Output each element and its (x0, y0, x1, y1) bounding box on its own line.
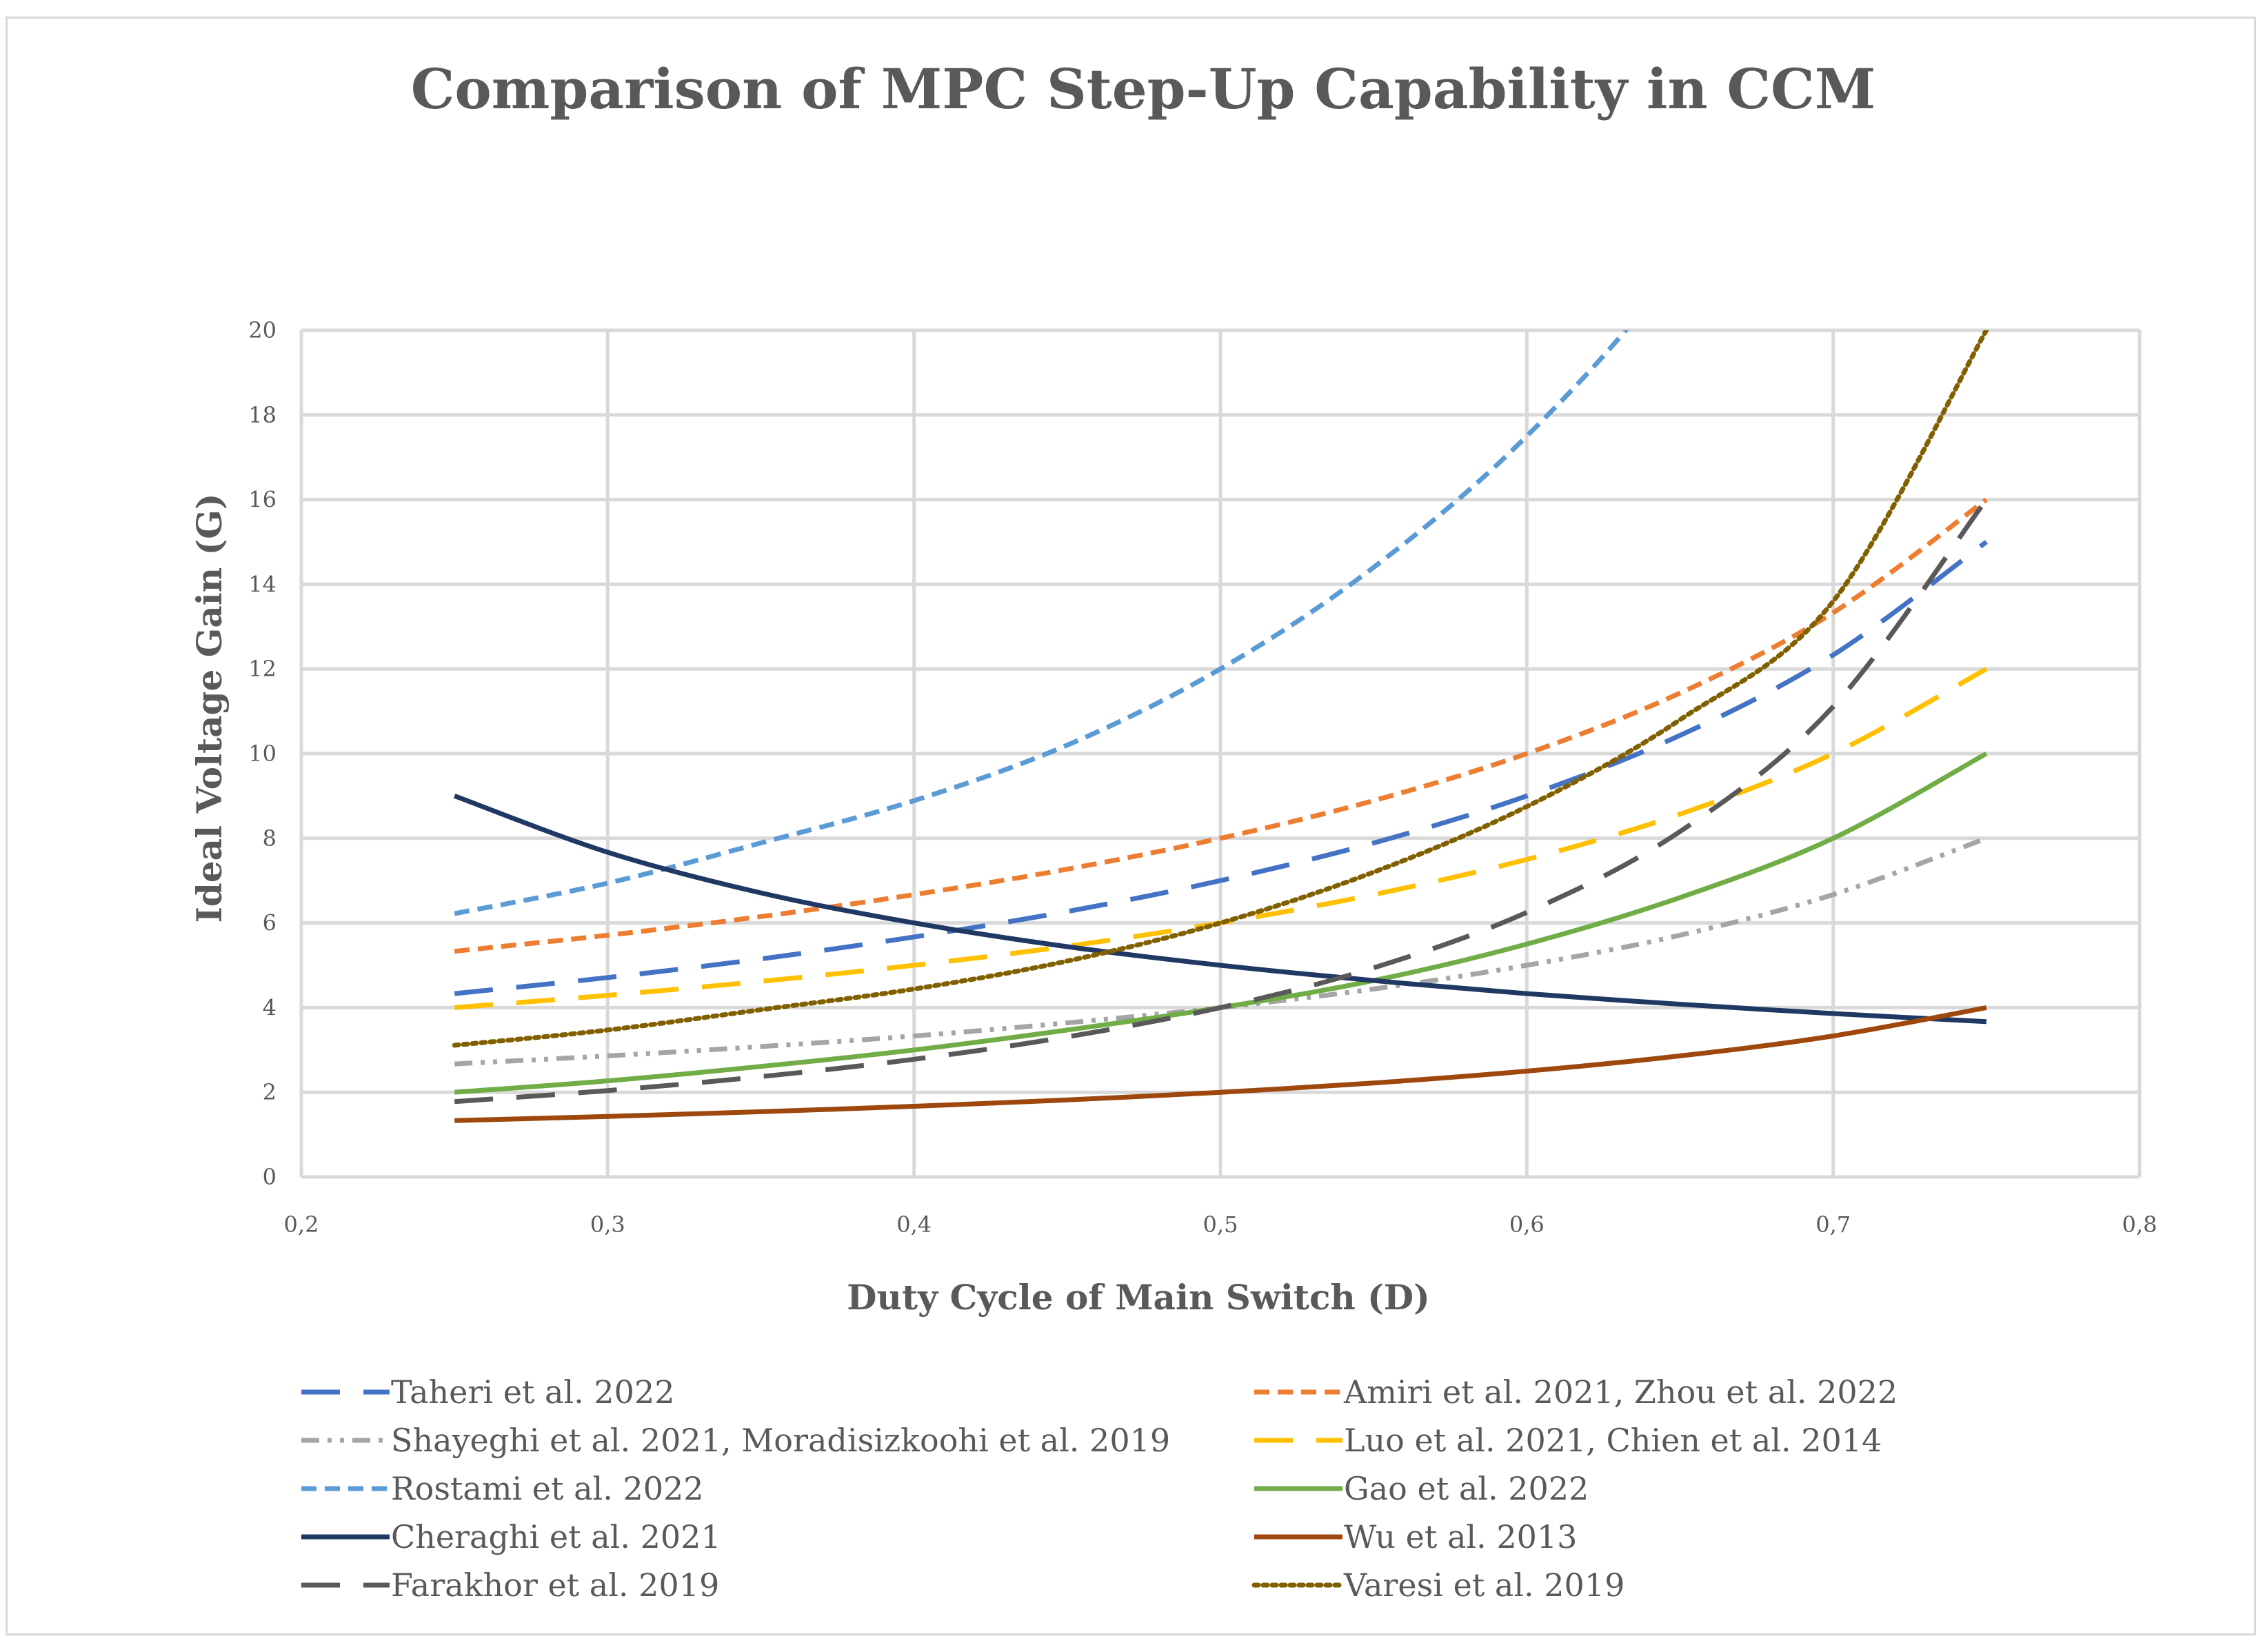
x-tick-label: 0,5 (1203, 1211, 1238, 1238)
series-layer (452, 330, 1989, 1123)
y-tick-label: 4 (263, 994, 276, 1020)
legend-label: Farakhor et al. 2019 (391, 1567, 719, 1604)
plot-area (452, 330, 1989, 1123)
legend-label: Amiri et al. 2021, Zhou et al. 2022 (1343, 1373, 1898, 1411)
x-axis-title: Duty Cycle of Main Switch (D) (847, 1277, 1430, 1318)
x-tick-label: 0,7 (1816, 1211, 1851, 1238)
series-line-9 (454, 498, 1989, 1105)
legend-label: Taheri et al. 2022 (391, 1373, 674, 1411)
legend-label: Cheraghi et al. 2021 (391, 1518, 721, 1555)
legend-item-10: Varesi et al. 2019 (1251, 1567, 1625, 1604)
legend-item-9: Farakhor et al. 2019 (301, 1567, 719, 1604)
x-tick-label: 0,2 (284, 1211, 319, 1238)
legend-label: Luo et al. 2021, Chien et al. 2014 (1344, 1422, 1882, 1459)
chart-title: Comparison of MPC Step-Up Capability in … (411, 57, 1876, 121)
legend-label: Varesi et al. 2019 (1343, 1567, 1625, 1604)
y-tick-label: 12 (248, 656, 276, 682)
chart-frame: Comparison of MPC Step-Up Capability in … (6, 17, 2256, 1635)
y-tick-label: 10 (248, 741, 276, 767)
legend-item-6: Gao et al. 2022 (1254, 1470, 1589, 1507)
y-tick-label: 14 (248, 571, 276, 597)
series-line-5 (454, 330, 1629, 916)
y-tick-label: 20 (248, 317, 276, 343)
x-tick-label: 0,6 (1509, 1211, 1545, 1238)
series-line-6 (454, 751, 1988, 1095)
series-line-8 (454, 1005, 1987, 1123)
y-tick-label: 6 (263, 910, 276, 936)
legend-label: Rostami et al. 2022 (391, 1470, 704, 1507)
legend-label: Wu et al. 2013 (1344, 1518, 1577, 1555)
x-tick-label: 0,4 (896, 1211, 932, 1238)
tick-layer: 0 2 4 6 8 10 12 14 16 18 20 0,2 0,3 0,4 0,5 0,6 0,7 0,8 (248, 317, 2157, 1238)
legend-label: Shayeghi et al. 2021, Moradisizkoohi et … (391, 1422, 1170, 1459)
legend-item-1: Taheri et al. 2022 (301, 1373, 674, 1411)
legend: Taheri et al. 2022 Amiri et al. 2021, Zho… (301, 1373, 1898, 1604)
series-line-2 (454, 497, 1988, 954)
y-axis-title: Ideal Voltage Gain (G) (189, 493, 230, 923)
y-tick-label: 18 (248, 402, 276, 428)
legend-label: Gao et al. 2022 (1344, 1470, 1589, 1507)
y-tick-label: 2 (263, 1079, 276, 1105)
y-tick-label: 0 (263, 1164, 276, 1190)
legend-item-4: Luo et al. 2021, Chien et al. 2014 (1254, 1422, 1882, 1459)
legend-item-3: Shayeghi et al. 2021, Moradisizkoohi et … (301, 1422, 1170, 1459)
y-tick-label: 16 (248, 487, 276, 513)
legend-item-2: Amiri et al. 2021, Zhou et al. 2022 (1254, 1373, 1898, 1411)
series-line-7 (453, 794, 1987, 1025)
legend-item-5: Rostami et al. 2022 (301, 1470, 704, 1507)
y-tick-label: 8 (263, 825, 276, 852)
legend-item-8: Wu et al. 2013 (1254, 1518, 1577, 1555)
legend-item-7: Cheraghi et al. 2021 (301, 1518, 721, 1555)
x-tick-label: 0,3 (590, 1211, 625, 1238)
series-line-10 (452, 330, 1989, 1048)
x-tick-label: 0,8 (2122, 1211, 2158, 1238)
series-line-1 (454, 540, 1988, 996)
chart-svg: Comparison of MPC Step-Up Capability in … (189, 57, 2157, 1604)
series-line-4 (454, 667, 1988, 1010)
grid-layer (299, 328, 2142, 1179)
